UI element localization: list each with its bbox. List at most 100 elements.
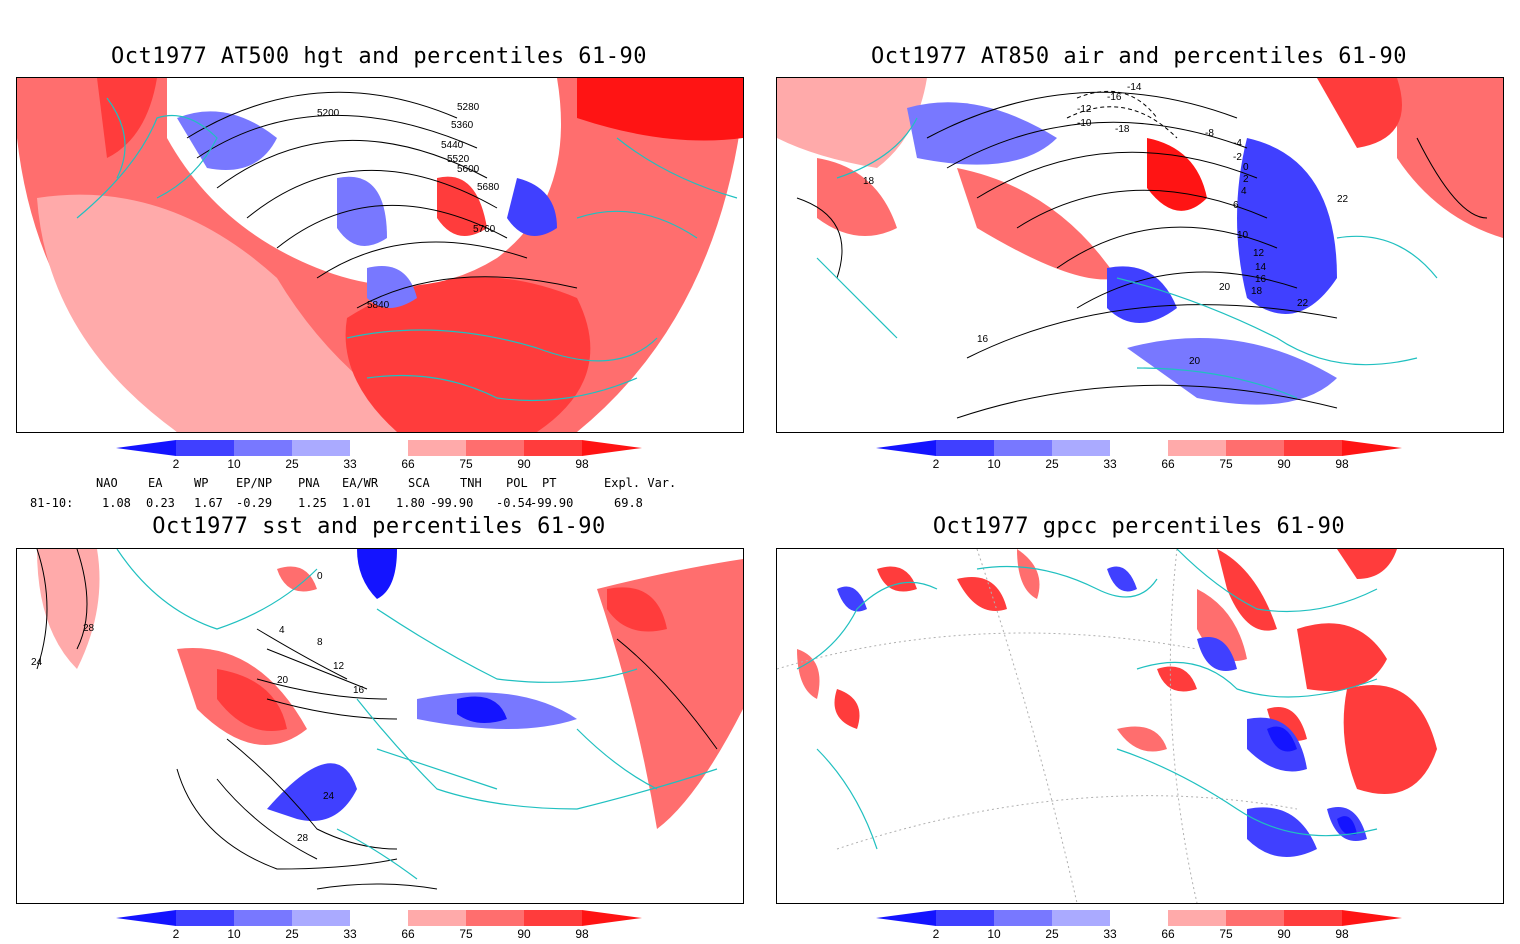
- colorbar-label-90: 90: [517, 927, 531, 940]
- colorbar-label-66: 66: [1161, 927, 1175, 940]
- contour-label-5520: 5520: [447, 154, 470, 165]
- contour-label-18b: 18: [863, 176, 875, 187]
- index-table: NAO EA WP EP/NP PNA EA/WR SCA TNH POL PT…: [20, 474, 720, 514]
- colorbar-label-25: 25: [1045, 927, 1059, 940]
- index-value-ea: 0.23: [146, 496, 175, 510]
- colorbar-label-25: 25: [285, 457, 299, 470]
- contour-label-12: 12: [1253, 248, 1265, 259]
- colorbar-label-75: 75: [1219, 927, 1233, 940]
- colorbar-label-66: 66: [401, 927, 415, 940]
- colorbar-label-90: 90: [1277, 927, 1291, 940]
- colorbar-label-2: 2: [933, 927, 940, 940]
- contour-label-28a: 28: [83, 623, 95, 634]
- contour-label-8: 8: [317, 637, 323, 648]
- contour-label-12: 12: [333, 661, 345, 672]
- index-header-nao: NAO: [96, 476, 118, 490]
- contour-label-16: 16: [1255, 274, 1267, 285]
- index-header-wp: WP: [194, 476, 209, 490]
- colorbar-label-10: 10: [987, 927, 1001, 940]
- index-value-tnh: -99.90: [430, 496, 474, 510]
- colorbar-label-25: 25: [285, 927, 299, 940]
- contour-label-4: 4: [1241, 186, 1247, 197]
- contour-label-minus2: -2: [1233, 152, 1242, 163]
- index-value-pna: 1.25: [298, 496, 327, 510]
- contour-label-minus14a: -14: [1127, 82, 1142, 93]
- contour-label-22b: 22: [1297, 298, 1309, 309]
- colorbar-label-25: 25: [1045, 457, 1059, 470]
- colorbar-label-2: 2: [933, 457, 940, 470]
- colorbar-top-left: 2 10 25 33 66 75 90 98: [116, 440, 642, 471]
- colorbar-label-2: 2: [173, 457, 180, 470]
- colorbar-top-right: 2 10 25 33 66 75 90 98: [876, 440, 1402, 471]
- panel-title-hgt500: Oct1977 AT500 hgt and percentiles 61-90: [110, 44, 648, 69]
- contour-label-2: 2: [1243, 174, 1249, 185]
- index-header-eawr: EA/WR: [342, 476, 379, 490]
- contour-label-minus12: -12: [1077, 104, 1092, 115]
- index-value-sca: 1.80: [396, 496, 425, 510]
- colorbar-label-66: 66: [1161, 457, 1175, 470]
- contour-label-20b: 20: [1189, 356, 1201, 367]
- colorbar-label-33: 33: [1103, 457, 1117, 470]
- index-header-pt: PT: [542, 476, 557, 490]
- colorbar-label-10: 10: [227, 927, 241, 940]
- contour-label-14: 14: [1255, 262, 1267, 273]
- panel-title-sst: Oct1977 sst and percentiles 61-90: [152, 514, 606, 539]
- contour-label-10: 10: [1237, 230, 1249, 241]
- index-value-nao: 1.08: [102, 496, 131, 510]
- contour-label-5680: 5680: [477, 182, 500, 193]
- index-row-label: 81-10:: [30, 496, 74, 510]
- contour-label-5200: 5200: [317, 108, 340, 119]
- contour-label-6: 6: [1233, 200, 1239, 211]
- contour-label-5760: 5760: [473, 224, 496, 235]
- colorbar-label-98: 98: [575, 927, 589, 940]
- contour-label-24b: 24: [323, 791, 335, 802]
- contour-label-5280: 5280: [457, 102, 480, 113]
- panel-title-air850: Oct1977 AT850 air and percentiles 61-90: [870, 44, 1408, 69]
- colorbar-label-33: 33: [343, 457, 357, 470]
- colorbar-label-2: 2: [173, 927, 180, 940]
- colorbar-bottom-left: 2 10 25 33 66 75 90 98: [116, 910, 642, 941]
- colorbar-bottom-right: 2 10 25 33 66 75 90 98: [876, 910, 1402, 941]
- index-value-eawr: 1.01: [342, 496, 371, 510]
- colorbar-label-75: 75: [459, 457, 473, 470]
- contour-label-20: 20: [1219, 282, 1231, 293]
- colorbar-label-10: 10: [227, 457, 241, 470]
- colorbar-label-75: 75: [459, 927, 473, 940]
- contour-label-minus4: -4: [1233, 138, 1242, 149]
- contour-label-5360: 5360: [451, 120, 474, 131]
- contour-label-24a: 24: [31, 657, 43, 668]
- contour-label-minus8: -8: [1205, 128, 1214, 139]
- index-header-tnh: TNH: [460, 476, 482, 490]
- contour-label-16b: 16: [977, 334, 989, 345]
- index-value-explvar: 69.8: [614, 496, 643, 510]
- contour-label-28b: 28: [297, 833, 309, 844]
- index-value-pol: -0.54: [496, 496, 533, 510]
- colorbar-label-98: 98: [575, 457, 589, 470]
- index-value-pt: -99.90: [530, 496, 574, 510]
- contour-label-0: 0: [1243, 162, 1249, 173]
- contour-label-5440: 5440: [441, 140, 464, 151]
- contour-label-minus10: -10: [1077, 118, 1092, 129]
- contour-label-5840: 5840: [367, 300, 390, 311]
- index-header-explvar: Expl. Var.: [604, 476, 677, 490]
- colorbar-label-98: 98: [1335, 457, 1349, 470]
- contour-label-18: 18: [1251, 286, 1263, 297]
- contour-label-minus18: -18: [1115, 124, 1130, 135]
- contour-label-minus16: -16: [1107, 92, 1122, 103]
- contour-label-4: 4: [279, 625, 285, 636]
- contour-label-0: 0: [317, 571, 323, 582]
- contour-label-5600: 5600: [457, 164, 480, 175]
- index-value-wp: 1.67: [194, 496, 223, 510]
- index-header-epnp: EP/NP: [236, 476, 273, 490]
- index-header-pol: POL: [506, 476, 528, 490]
- colorbar-label-33: 33: [343, 927, 357, 940]
- index-value-epnp: -0.29: [236, 496, 273, 510]
- map-sst: 24 28 0 4 8 12 16 20 24 28: [16, 548, 744, 904]
- colorbar-label-75: 75: [1219, 457, 1233, 470]
- colorbar-label-33: 33: [1103, 927, 1117, 940]
- map-hgt500: 5200 5280 5360 5440 5520 5600 5680 5760 …: [16, 77, 744, 433]
- contour-label-22a: 22: [1337, 194, 1349, 205]
- colorbar-label-90: 90: [1277, 457, 1291, 470]
- map-gpcc: [776, 548, 1504, 904]
- panel-title-gpcc: Oct1977 gpcc percentiles 61-90: [932, 514, 1346, 539]
